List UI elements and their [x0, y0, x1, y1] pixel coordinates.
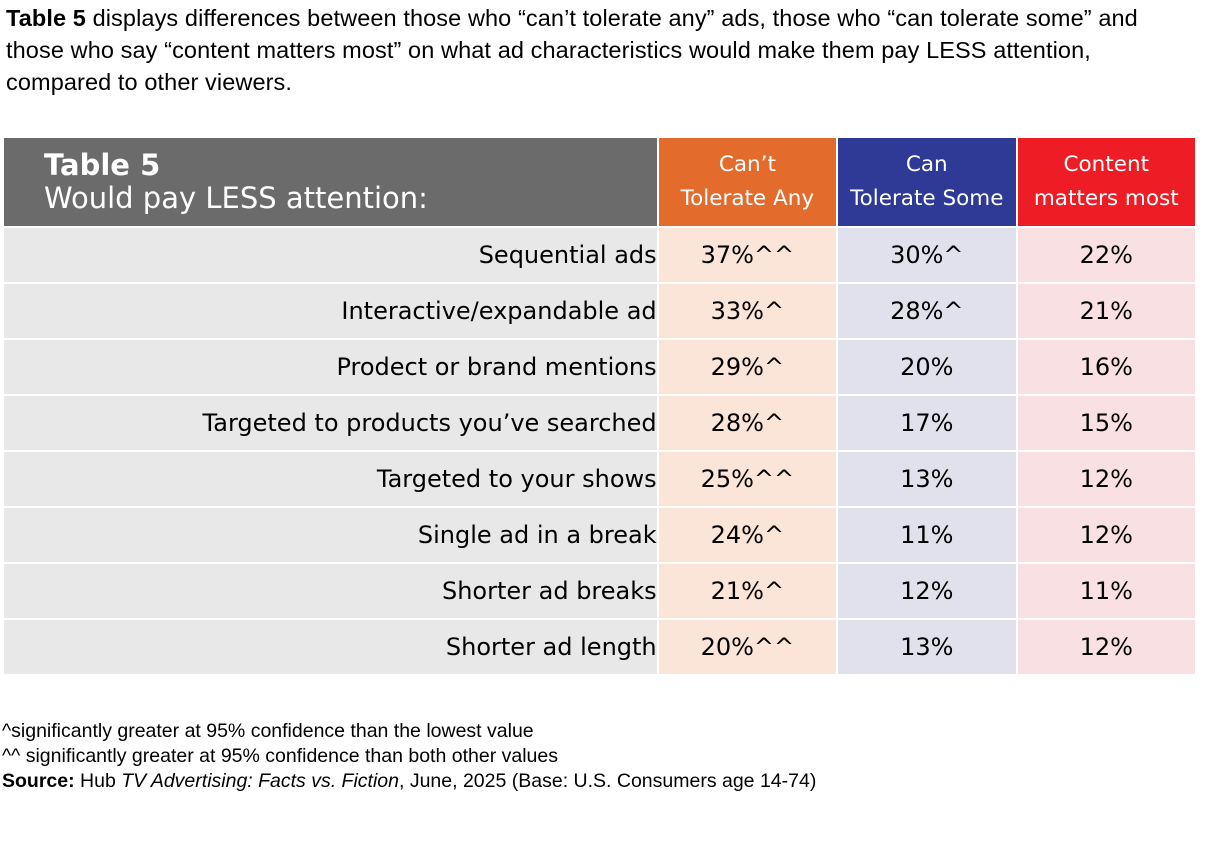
cell-cant-tolerate-any: 37%^^ — [656, 226, 839, 284]
footnote-single-caret: ^significantly greater at 95% confidence… — [2, 720, 534, 742]
table-title-cell: Table 5 Would pay LESS attention: — [2, 136, 659, 228]
column-header-content-matters-most: Content matters most — [1015, 136, 1198, 228]
table-title: Table 5 — [44, 148, 161, 182]
column-header-line1: Can’t — [718, 152, 776, 177]
cell-content-matters-most: 12% — [1015, 506, 1198, 564]
cell-cant-tolerate-any: 28%^ — [656, 394, 839, 452]
row-label: Sequential ads — [2, 226, 659, 284]
cell-can-tolerate-some: 20% — [836, 338, 1018, 396]
source-title: TV Advertising: Facts vs. Fiction — [121, 770, 399, 792]
column-header-can-tolerate-some: Can Tolerate Some — [836, 136, 1018, 228]
row-label: Shorter ad length — [2, 618, 659, 676]
results-table: Table 5 Would pay LESS attention: Can’t … — [2, 136, 1198, 676]
cell-cant-tolerate-any: 20%^^ — [656, 618, 839, 676]
table-header-row: Table 5 Would pay LESS attention: Can’t … — [2, 136, 1198, 228]
source-post: , June, 2025 (Base: U.S. Consumers age 1… — [399, 770, 817, 792]
row-label: Shorter ad breaks — [2, 562, 659, 620]
row-label: Prodect or brand mentions — [2, 338, 659, 396]
column-header-cant-tolerate-any: Can’t Tolerate Any — [656, 136, 839, 228]
cell-cant-tolerate-any: 33%^ — [656, 282, 839, 340]
table-row: Interactive/expandable ad 33%^ 28%^ 21% — [2, 282, 1198, 340]
cell-cant-tolerate-any: 29%^ — [656, 338, 839, 396]
column-header-line2: Tolerate Some — [850, 186, 1004, 211]
cell-content-matters-most: 15% — [1015, 394, 1198, 452]
footnotes: ^significantly greater at 95% confidence… — [2, 719, 1192, 794]
source-label: Source: — [2, 770, 75, 792]
intro-text: displays differences between those who “… — [6, 5, 1138, 95]
table-row: Shorter ad length 20%^^ 13% 12% — [2, 618, 1198, 676]
table-row: Targeted to products you’ve searched 28%… — [2, 394, 1198, 452]
column-header-line2: matters most — [1033, 186, 1179, 211]
cell-can-tolerate-some: 12% — [836, 562, 1018, 620]
cell-can-tolerate-some: 13% — [836, 450, 1018, 508]
table-row: Sequential ads 37%^^ 30%^ 22% — [2, 226, 1198, 284]
table-row: Prodect or brand mentions 29%^ 20% 16% — [2, 338, 1198, 396]
cell-content-matters-most: 22% — [1015, 226, 1198, 284]
cell-can-tolerate-some: 30%^ — [836, 226, 1018, 284]
row-label: Interactive/expandable ad — [2, 282, 659, 340]
cell-content-matters-most: 11% — [1015, 562, 1198, 620]
cell-content-matters-most: 16% — [1015, 338, 1198, 396]
intro-bold-lead: Table 5 — [6, 5, 86, 31]
cell-cant-tolerate-any: 21%^ — [656, 562, 839, 620]
source-pre: Hub — [74, 770, 122, 792]
cell-content-matters-most: 12% — [1015, 618, 1198, 676]
column-header-line1: Content — [1063, 152, 1150, 177]
row-label: Single ad in a break — [2, 506, 659, 564]
table-row: Shorter ad breaks 21%^ 12% 11% — [2, 562, 1198, 620]
intro-paragraph: Table 5 displays differences between tho… — [6, 2, 1202, 98]
source-line: Source: Hub TV Advertising: Facts vs. Fi… — [2, 769, 1192, 794]
column-header-line1: Can — [905, 152, 948, 177]
cell-cant-tolerate-any: 24%^ — [656, 506, 839, 564]
cell-cant-tolerate-any: 25%^^ — [656, 450, 839, 508]
cell-can-tolerate-some: 13% — [836, 618, 1018, 676]
cell-content-matters-most: 12% — [1015, 450, 1198, 508]
footnote-double-caret: ^^ significantly greater at 95% confiden… — [2, 745, 558, 767]
table-subtitle: Would pay LESS attention: — [44, 181, 428, 215]
table-row: Targeted to your shows 25%^^ 13% 12% — [2, 450, 1198, 508]
column-header-line2: Tolerate Any — [680, 186, 815, 211]
cell-content-matters-most: 21% — [1015, 282, 1198, 340]
cell-can-tolerate-some: 11% — [836, 506, 1018, 564]
cell-can-tolerate-some: 28%^ — [836, 282, 1018, 340]
row-label: Targeted to products you’ve searched — [2, 394, 659, 452]
row-label: Targeted to your shows — [2, 450, 659, 508]
table-row: Single ad in a break 24%^ 11% 12% — [2, 506, 1198, 564]
cell-can-tolerate-some: 17% — [836, 394, 1018, 452]
